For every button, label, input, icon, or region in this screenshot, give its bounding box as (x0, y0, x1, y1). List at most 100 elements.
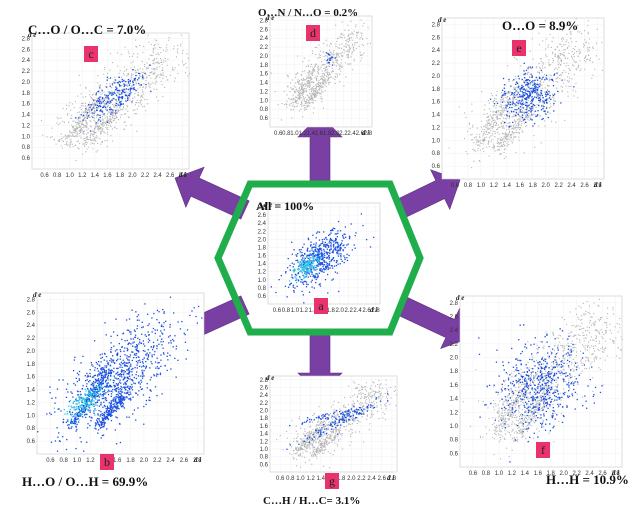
blue-point (137, 382, 140, 384)
blue-point (127, 94, 130, 96)
blue-point (315, 237, 317, 239)
blue-point (153, 312, 155, 315)
gray-point (327, 73, 329, 76)
gray-point (307, 102, 309, 104)
blue-point (137, 337, 139, 339)
gray-point (77, 140, 79, 142)
gray-point (493, 145, 495, 147)
blue-point (118, 408, 120, 410)
gray-point (150, 72, 152, 74)
blue-point (107, 391, 109, 393)
gray-point (85, 142, 87, 144)
blue-point (322, 256, 324, 258)
cyan-point (88, 389, 91, 392)
blue-point (143, 375, 145, 377)
blue-point (96, 379, 98, 382)
cyan-point (75, 403, 77, 405)
blue-point (109, 372, 112, 374)
gray-point (349, 40, 351, 42)
blue-point (105, 397, 107, 399)
cyan-point (318, 259, 321, 262)
blue-point (82, 114, 85, 117)
gray-point (535, 67, 537, 69)
gray-point (141, 71, 143, 73)
gray-point (116, 127, 118, 130)
blue-point (163, 329, 165, 331)
blue-point (101, 90, 103, 92)
gray-point (301, 103, 303, 105)
gray-point (531, 82, 533, 84)
gray-point (89, 104, 91, 106)
blue-point (314, 250, 316, 252)
blue-point (139, 386, 142, 388)
blue-point (112, 331, 115, 333)
cyan-point (308, 261, 311, 263)
blue-point (337, 230, 339, 232)
blue-point (91, 376, 94, 378)
gray-point (324, 74, 326, 77)
blue-point (137, 350, 139, 352)
gray-point (563, 69, 565, 72)
gray-point (308, 74, 310, 76)
cyan-point (80, 399, 83, 401)
gray-point (88, 101, 90, 103)
blue-point (99, 96, 101, 98)
blue-point (119, 90, 121, 92)
gray-point (335, 45, 337, 48)
gray-point (527, 116, 529, 118)
gray-point (108, 118, 110, 120)
gray-point (301, 94, 303, 97)
blue-point (103, 397, 105, 400)
blue-point (81, 407, 83, 409)
panel-title-a: All = 100% (256, 199, 314, 213)
gray-point (102, 118, 104, 120)
gray-point (133, 66, 135, 68)
cyan-point (91, 395, 94, 398)
gray-point (291, 79, 293, 81)
cyan-point (298, 264, 301, 266)
blue-point (117, 104, 120, 106)
gray-point (111, 117, 113, 119)
gray-point (289, 98, 291, 100)
blue-point (321, 239, 324, 241)
blue-point (82, 410, 84, 412)
gray-point (300, 74, 302, 76)
gray-point (60, 145, 62, 147)
cyan-point (303, 272, 306, 274)
blue-point (91, 389, 93, 391)
blue-point (342, 245, 344, 247)
gray-point (343, 52, 345, 54)
blue-point (109, 371, 112, 373)
gray-point (105, 121, 107, 123)
cyan-point (292, 271, 295, 273)
gray-point (109, 53, 112, 55)
gray-point (561, 30, 564, 32)
gray-point (286, 94, 288, 96)
gray-point (308, 77, 310, 79)
gray-point (65, 134, 67, 136)
gray-point (501, 132, 503, 134)
blue-point (126, 396, 128, 398)
cyan-point (309, 266, 311, 268)
gray-point (332, 77, 334, 79)
gray-point (297, 94, 300, 96)
gray-point (341, 32, 343, 34)
blue-point (83, 410, 85, 412)
blue-point (142, 340, 144, 342)
gray-point (97, 82, 99, 84)
blue-point (109, 412, 111, 414)
gray-point (178, 64, 180, 66)
blue-point (314, 249, 316, 251)
gray-point (589, 59, 591, 61)
gray-point (494, 150, 496, 152)
blue-point (333, 246, 335, 248)
gray-point (92, 98, 94, 101)
gray-point (95, 101, 97, 103)
gray-point (299, 97, 301, 99)
blue-point (318, 253, 320, 256)
gray-point (587, 33, 589, 35)
blue-point (85, 413, 87, 415)
x-tick-label: 0.6 (273, 308, 282, 314)
gray-point (177, 44, 179, 47)
gray-point (525, 89, 527, 91)
